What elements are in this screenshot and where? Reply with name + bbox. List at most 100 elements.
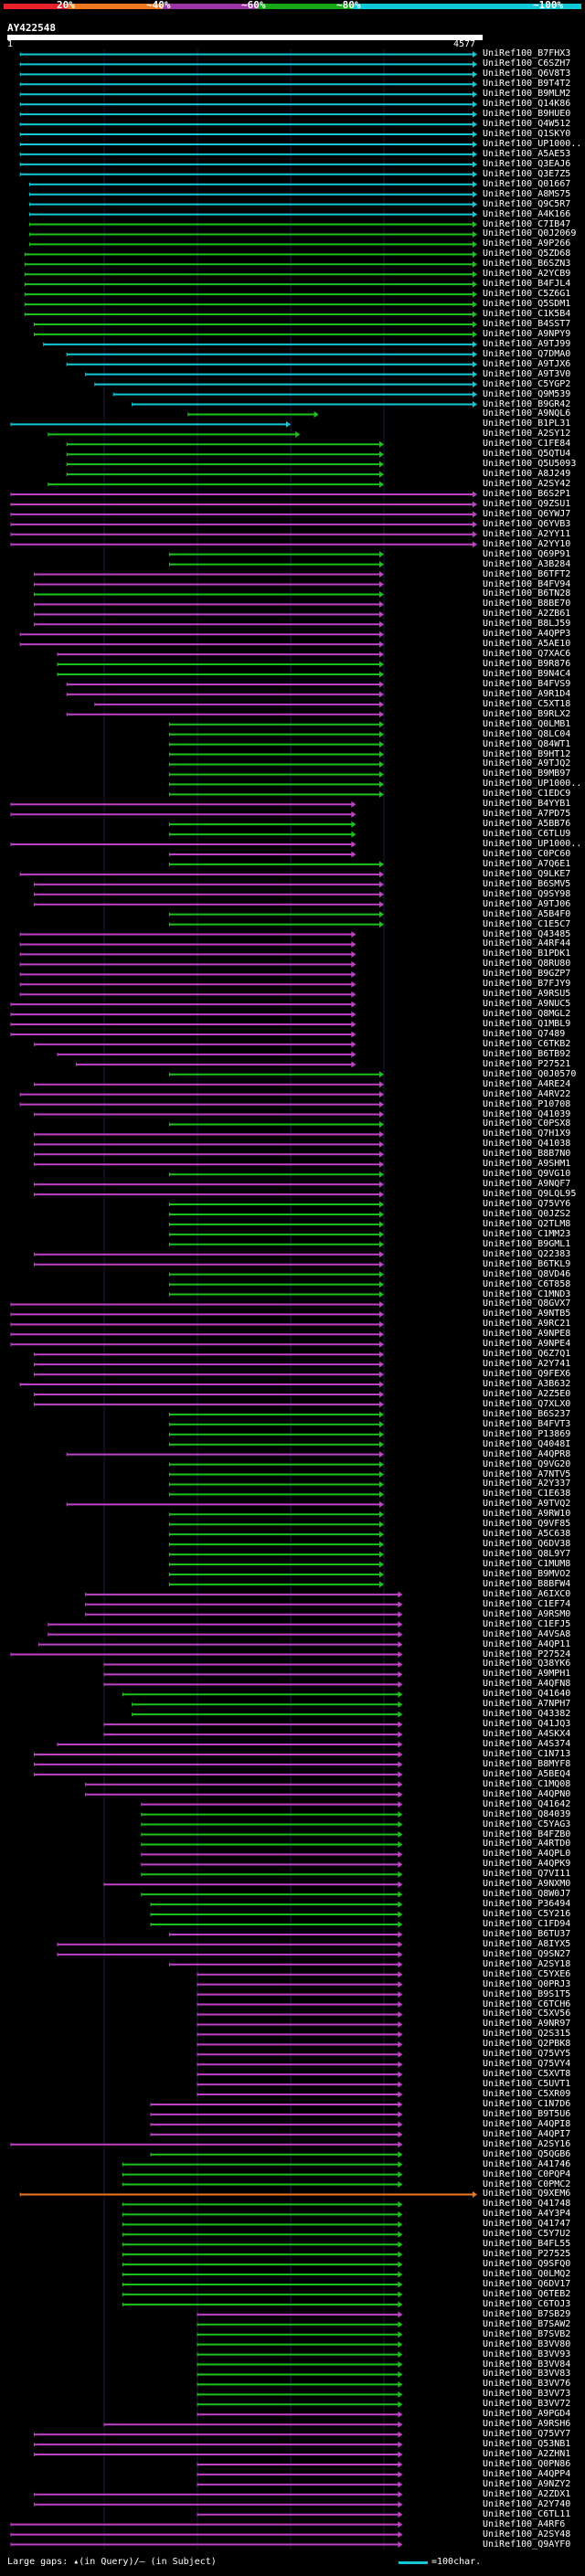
hit-accession-link[interactable]: UniRef100_B9R876: [483, 659, 571, 670]
hit-accession-link[interactable]: UniRef100_Q9ZSU1: [483, 498, 571, 509]
hit-accession-link[interactable]: UniRef100_Q6TEB2: [483, 2288, 571, 2299]
hit-accession-link[interactable]: UniRef100_A4RF6: [483, 2518, 566, 2529]
hit-accession-link[interactable]: UniRef100_A2SY12: [483, 429, 571, 440]
hit-accession-link[interactable]: UniRef100_Q5QGB6: [483, 2148, 571, 2159]
hit-bar[interactable]: [48, 481, 384, 488]
hit-accession-link[interactable]: UniRef100_A9TJX6: [483, 358, 571, 369]
hit-accession-link[interactable]: UniRef100_Q3EAJ6: [483, 158, 571, 169]
hit-bar[interactable]: [34, 590, 385, 598]
hit-accession-link[interactable]: UniRef100_Q7489: [483, 1028, 566, 1039]
hit-bar[interactable]: [168, 1531, 384, 1538]
hit-accession-link[interactable]: UniRef100_Q9SN27: [483, 1948, 571, 1959]
hit-bar[interactable]: [168, 770, 384, 778]
hit-accession-link[interactable]: UniRef100_C6TLU9: [483, 829, 571, 840]
hit-bar[interactable]: [168, 551, 384, 558]
hit-bar[interactable]: [197, 2071, 403, 2078]
hit-accession-link[interactable]: UniRef100_A2ZDX1: [483, 2488, 571, 2499]
hit-accession-link[interactable]: UniRef100_A9NR97: [483, 2019, 571, 2030]
hit-bar[interactable]: [168, 1071, 384, 1078]
hit-bar[interactable]: [75, 1061, 356, 1068]
hit-accession-link[interactable]: UniRef100_Q43485: [483, 928, 571, 939]
hit-accession-link[interactable]: UniRef100_C5YGP2: [483, 378, 571, 389]
hit-bar[interactable]: [85, 1591, 403, 1598]
hit-bar[interactable]: [19, 871, 384, 878]
hit-accession-link[interactable]: UniRef100_Q0PN86: [483, 2458, 571, 2469]
hit-bar[interactable]: [24, 281, 477, 288]
hit-accession-link[interactable]: UniRef100_C1E5C7: [483, 918, 571, 929]
hit-bar[interactable]: [150, 1911, 403, 1918]
hit-bar[interactable]: [24, 260, 477, 268]
hit-accession-link[interactable]: UniRef100_A2YCB9: [483, 269, 571, 280]
hit-accession-link[interactable]: UniRef100_Q8RU80: [483, 959, 571, 970]
hit-bar[interactable]: [103, 1881, 403, 1888]
hit-accession-link[interactable]: UniRef100_Q4W512: [483, 119, 571, 130]
hit-bar[interactable]: [24, 301, 477, 308]
hit-bar[interactable]: [150, 1921, 403, 1928]
hit-accession-link[interactable]: UniRef100_C6TKB2: [483, 1038, 571, 1049]
hit-bar[interactable]: [122, 2251, 403, 2258]
hit-bar[interactable]: [10, 2541, 403, 2549]
hit-accession-link[interactable]: UniRef100_A4QPL0: [483, 1849, 571, 1860]
hit-bar[interactable]: [103, 1731, 403, 1738]
hit-bar[interactable]: [34, 1251, 385, 1258]
hit-accession-link[interactable]: UniRef100_C6TL11: [483, 2508, 571, 2519]
hit-accession-link[interactable]: UniRef100_A9NUC5: [483, 999, 571, 1010]
hit-accession-link[interactable]: UniRef100_B9S1T5: [483, 1988, 571, 1999]
hit-bar[interactable]: [19, 1381, 384, 1388]
hit-accession-link[interactable]: UniRef100_C6SZH7: [483, 58, 571, 69]
hit-accession-link[interactable]: UniRef100_Q41748: [483, 2199, 571, 2210]
hit-bar[interactable]: [66, 451, 384, 458]
hit-accession-link[interactable]: UniRef100_A5BEQ4: [483, 1768, 571, 1779]
hit-bar[interactable]: [168, 1581, 384, 1588]
hit-accession-link[interactable]: UniRef100_A5C638: [483, 1529, 571, 1540]
hit-bar[interactable]: [57, 1951, 403, 1958]
hit-bar[interactable]: [57, 661, 384, 668]
hit-bar[interactable]: [168, 1511, 384, 1518]
hit-accession-link[interactable]: UniRef100_A4RE24: [483, 1078, 571, 1089]
hit-bar[interactable]: [168, 1201, 384, 1208]
hit-bar[interactable]: [141, 1821, 403, 1829]
hit-bar[interactable]: [10, 2521, 403, 2528]
hit-bar[interactable]: [48, 1631, 403, 1638]
hit-accession-link[interactable]: UniRef100_B9HT12: [483, 748, 571, 759]
hit-bar[interactable]: [34, 1401, 385, 1408]
hit-bar[interactable]: [94, 381, 477, 388]
hit-accession-link[interactable]: UniRef100_C1EFJ5: [483, 1618, 571, 1629]
hit-accession-link[interactable]: UniRef100_A6IXC0: [483, 1588, 571, 1599]
hit-accession-link[interactable]: UniRef100_Q6V8T3: [483, 69, 571, 80]
hit-accession-link[interactable]: UniRef100_Q0JZS2: [483, 1208, 571, 1219]
hit-accession-link[interactable]: UniRef100_A8MS75: [483, 188, 571, 199]
hit-accession-link[interactable]: UniRef100_A9R1D4: [483, 688, 571, 699]
hit-bar[interactable]: [10, 1651, 403, 1659]
hit-bar[interactable]: [150, 2121, 403, 2128]
hit-bar[interactable]: [122, 2171, 403, 2178]
hit-bar[interactable]: [34, 1191, 385, 1198]
hit-bar[interactable]: [34, 1041, 356, 1048]
hit-bar[interactable]: [19, 641, 384, 648]
hit-accession-link[interactable]: UniRef100_UP1000..: [483, 839, 582, 850]
hit-accession-link[interactable]: UniRef100_A9SHM1: [483, 1159, 571, 1170]
hit-accession-link[interactable]: UniRef100_P13869: [483, 1428, 571, 1439]
hit-bar[interactable]: [150, 2151, 403, 2158]
hit-accession-link[interactable]: UniRef100_Q9C5R7: [483, 198, 571, 209]
hit-accession-link[interactable]: UniRef100_Q9LQL95: [483, 1189, 577, 1200]
hit-accession-link[interactable]: UniRef100_A2Y740: [483, 2498, 571, 2509]
hit-bar[interactable]: [168, 1521, 384, 1528]
hit-accession-link[interactable]: UniRef100_A5AE53: [483, 148, 571, 159]
hit-accession-link[interactable]: UniRef100_B6S2P1: [483, 489, 571, 499]
hit-accession-link[interactable]: UniRef100_Q75VY6: [483, 1199, 571, 1210]
hit-bar[interactable]: [168, 1120, 384, 1128]
hit-accession-link[interactable]: UniRef100_Q75VY7: [483, 2429, 571, 2440]
hit-accession-link[interactable]: UniRef100_B4FVT3: [483, 1418, 571, 1429]
hit-accession-link[interactable]: UniRef100_B1PDK1: [483, 949, 571, 959]
hit-bar[interactable]: [168, 721, 384, 728]
hit-bar[interactable]: [168, 1271, 384, 1278]
hit-bar[interactable]: [19, 940, 356, 948]
hit-bar[interactable]: [132, 401, 477, 408]
hit-accession-link[interactable]: UniRef100_B8LJ59: [483, 619, 571, 630]
hit-accession-link[interactable]: UniRef100_C0PC60: [483, 848, 571, 859]
hit-accession-link[interactable]: UniRef100_A4SKX4: [483, 1729, 571, 1740]
hit-bar[interactable]: [197, 2481, 403, 2488]
hit-accession-link[interactable]: UniRef100_A4RTD0: [483, 1839, 571, 1850]
hit-bar[interactable]: [10, 1300, 384, 1308]
